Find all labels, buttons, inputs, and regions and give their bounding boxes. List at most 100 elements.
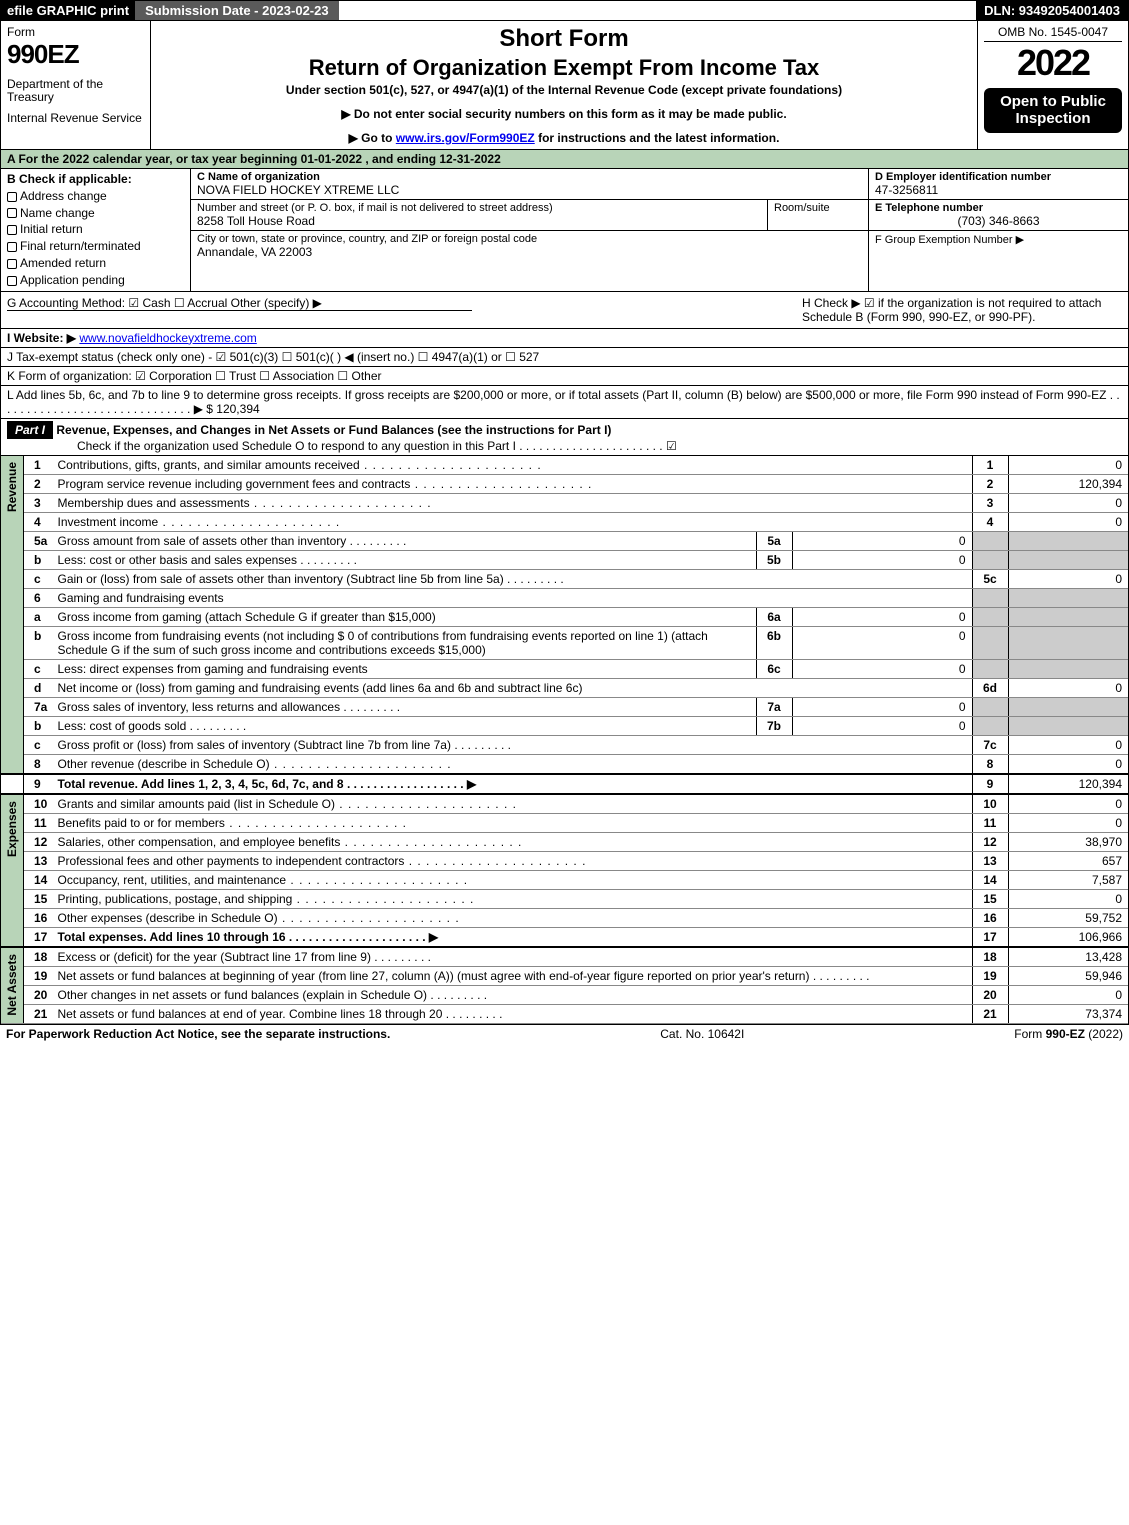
checkbox-icon[interactable] — [7, 242, 17, 252]
line-desc: Membership dues and assessments — [58, 496, 432, 510]
footer-left: For Paperwork Reduction Act Notice, see … — [6, 1027, 390, 1041]
line-box: 6d — [972, 678, 1008, 697]
line-desc: Professional fees and other payments to … — [58, 854, 587, 868]
goto-link[interactable]: www.irs.gov/Form990EZ — [396, 131, 535, 145]
line-num: 3 — [24, 493, 54, 512]
checkbox-icon[interactable] — [7, 192, 17, 202]
shaded-cell — [1008, 607, 1128, 626]
checkbox-icon[interactable] — [7, 225, 17, 235]
inner-box: 7a — [756, 697, 792, 716]
topbar: efile GRAPHIC print Submission Date - 20… — [1, 1, 1128, 21]
header: Form 990EZ Department of the Treasury In… — [1, 21, 1128, 150]
inner-value: 0 — [792, 607, 972, 626]
shaded-cell — [1008, 659, 1128, 678]
b-application-pending[interactable]: Application pending — [7, 272, 184, 289]
inner-box: 7b — [756, 716, 792, 735]
line-value: 0 — [1008, 735, 1128, 754]
line-box: 8 — [972, 754, 1008, 774]
line-box: 16 — [972, 908, 1008, 927]
line-value: 0 — [1008, 569, 1128, 588]
line-desc: Gross profit or (loss) from sales of inv… — [58, 738, 512, 752]
line-value: 0 — [1008, 889, 1128, 908]
dln: DLN: 93492054001403 — [976, 1, 1128, 20]
line-desc: Less: cost of goods sold — [58, 719, 247, 733]
revenue-sidebar: Revenue — [1, 456, 24, 774]
line-desc: Contributions, gifts, grants, and simila… — [58, 458, 542, 472]
line-box: 4 — [972, 512, 1008, 531]
line-value: 0 — [1008, 754, 1128, 774]
checkbox-icon[interactable] — [7, 208, 17, 218]
line-desc: Other expenses (describe in Schedule O) — [58, 911, 460, 925]
inner-value: 0 — [792, 697, 972, 716]
section-g-h: G Accounting Method: ☑ Cash ☐ Accrual Ot… — [1, 292, 1128, 329]
line-value: 657 — [1008, 851, 1128, 870]
header-center: Short Form Return of Organization Exempt… — [151, 21, 978, 149]
line-desc: Grants and similar amounts paid (list in… — [58, 797, 517, 811]
shaded-cell — [972, 531, 1008, 550]
line-value: 120,394 — [1008, 474, 1128, 493]
inner-value: 0 — [792, 550, 972, 569]
website-link[interactable]: www.novafieldhockeyxtreme.com — [79, 331, 256, 345]
c-name-label: C Name of organization — [197, 171, 862, 183]
shaded-cell — [972, 716, 1008, 735]
b-final-return[interactable]: Final return/terminated — [7, 238, 184, 255]
line-desc: Other changes in net assets or fund bala… — [58, 988, 488, 1002]
shaded-cell — [972, 550, 1008, 569]
goto-pre: ▶ Go to — [349, 131, 396, 145]
shaded-cell — [972, 697, 1008, 716]
inner-value: 0 — [792, 626, 972, 659]
inner-value: 0 — [792, 531, 972, 550]
b-initial-return[interactable]: Initial return — [7, 221, 184, 238]
part-i-header: Part I Revenue, Expenses, and Changes in… — [1, 419, 1128, 456]
line-value: 0 — [1008, 985, 1128, 1004]
line-num: 20 — [24, 985, 54, 1004]
section-i-website: I Website: ▶ www.novafieldhockeyxtreme.c… — [1, 329, 1128, 348]
b-amended-return[interactable]: Amended return — [7, 255, 184, 272]
checkbox-icon[interactable] — [7, 259, 17, 269]
line-desc: Total revenue. Add lines 1, 2, 3, 4, 5c,… — [58, 777, 477, 791]
efile-label: efile GRAPHIC print — [1, 1, 135, 20]
inner-value: 0 — [792, 716, 972, 735]
line-num: d — [24, 678, 54, 697]
e-tel-label: E Telephone number — [875, 202, 1122, 214]
inner-box: 5b — [756, 550, 792, 569]
footer-center: Cat. No. 10642I — [660, 1027, 744, 1041]
line-num: 16 — [24, 908, 54, 927]
line-num: b — [24, 716, 54, 735]
line-num: c — [24, 735, 54, 754]
line-box: 18 — [972, 947, 1008, 967]
goto-post: for instructions and the latest informat… — [535, 131, 780, 145]
b-name-change[interactable]: Name change — [7, 205, 184, 222]
line-value: 106,966 — [1008, 927, 1128, 947]
inner-box: 6a — [756, 607, 792, 626]
b-addr-change[interactable]: Address change — [7, 188, 184, 205]
line-desc: Gross income from fundraising events (no… — [58, 629, 708, 657]
shaded-cell — [972, 626, 1008, 659]
header-left: Form 990EZ Department of the Treasury In… — [1, 21, 151, 149]
line-desc: Program service revenue including govern… — [58, 477, 593, 491]
line-desc: Gross income from gaming (attach Schedul… — [58, 610, 436, 624]
line-value: 0 — [1008, 512, 1128, 531]
line-box: 19 — [972, 966, 1008, 985]
g-accounting-method: G Accounting Method: ☑ Cash ☐ Accrual Ot… — [7, 296, 472, 311]
line-num: 14 — [24, 870, 54, 889]
footer-right: Form 990-EZ (2022) — [1014, 1027, 1123, 1041]
shaded-cell — [1008, 697, 1128, 716]
line-num: 4 — [24, 512, 54, 531]
line-value: 0 — [1008, 678, 1128, 697]
line-box: 1 — [972, 456, 1008, 475]
dept-treasury: Department of the Treasury — [7, 78, 144, 104]
line-num: c — [24, 569, 54, 588]
submission-date: Submission Date - 2023-02-23 — [135, 1, 339, 20]
line-num: b — [24, 626, 54, 659]
checkbox-icon[interactable] — [7, 276, 17, 286]
line-num: 11 — [24, 813, 54, 832]
header-right: OMB No. 1545-0047 2022 Open to Public In… — [978, 21, 1128, 149]
section-b-through-f: B Check if applicable: Address change Na… — [1, 169, 1128, 292]
line-box: 11 — [972, 813, 1008, 832]
open-to-public: Open to Public Inspection — [984, 88, 1122, 133]
line-num: 2 — [24, 474, 54, 493]
line-desc: Gross sales of inventory, less returns a… — [58, 700, 401, 714]
d-ein-label: D Employer identification number — [875, 171, 1122, 183]
section-b: B Check if applicable: Address change Na… — [1, 169, 191, 291]
